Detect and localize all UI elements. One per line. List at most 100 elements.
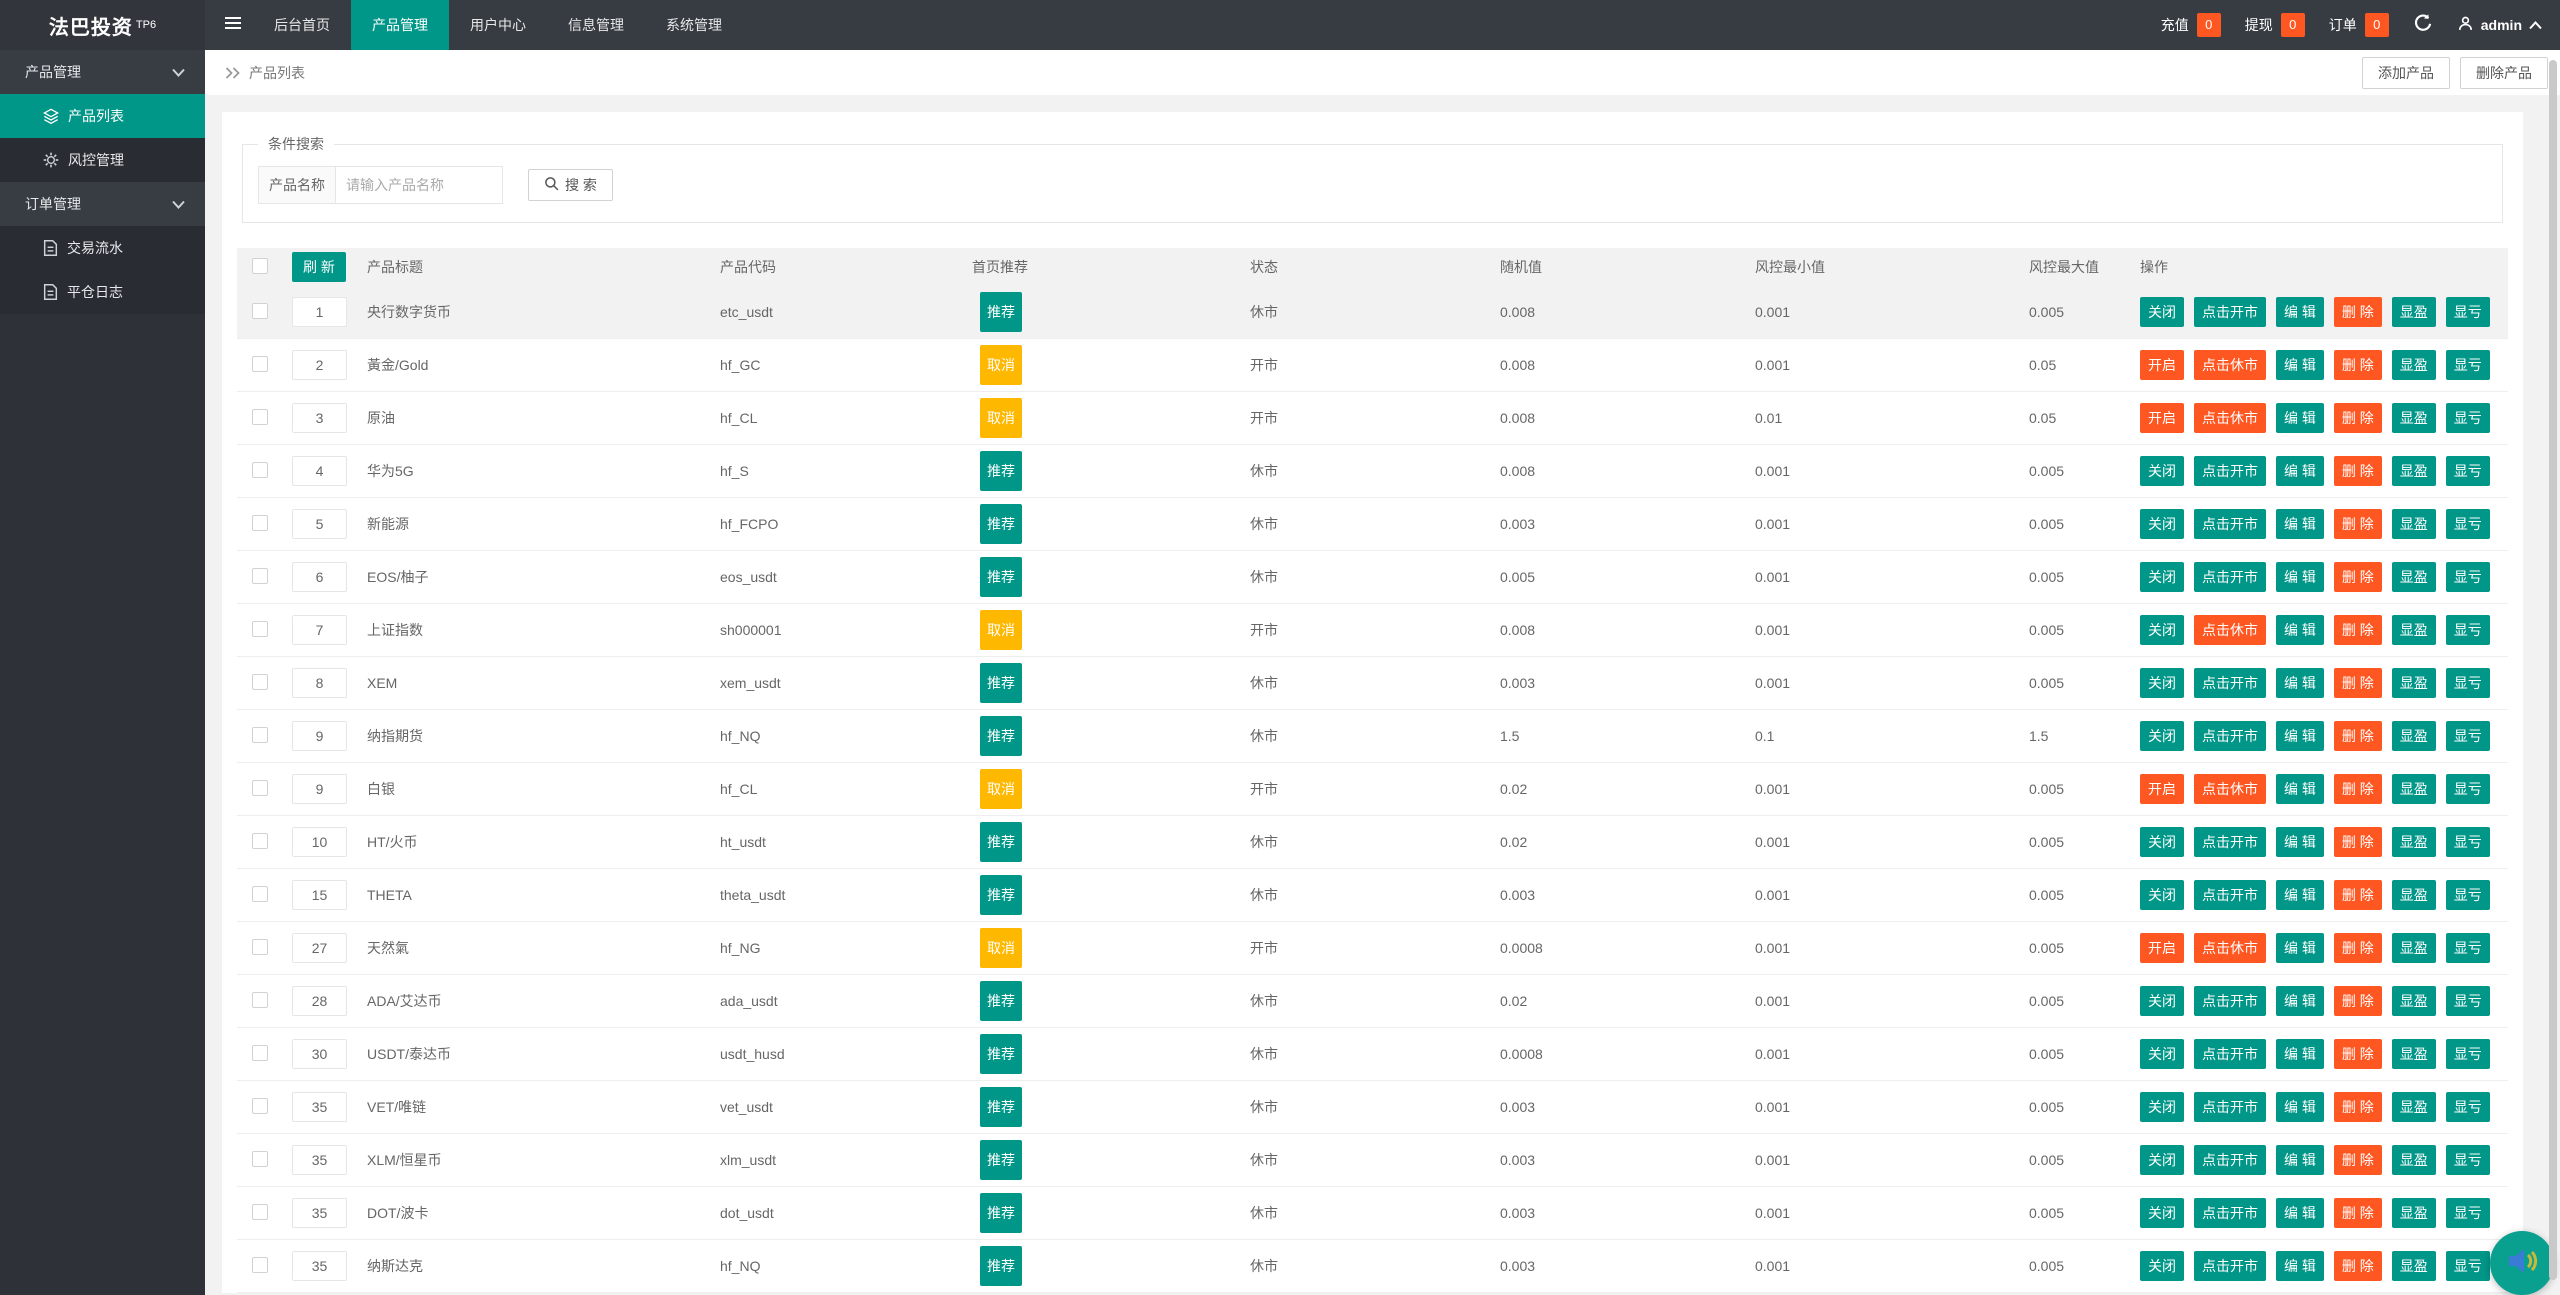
sort-order-input[interactable]: 1 — [292, 297, 347, 327]
row-checkbox[interactable] — [252, 302, 268, 319]
delete-button[interactable]: 删 除 — [2333, 933, 2382, 963]
row-checkbox[interactable] — [252, 408, 268, 425]
row-checkbox[interactable] — [252, 779, 268, 796]
show-profit-button[interactable]: 显盈 — [2391, 1092, 2436, 1122]
enable-toggle-button[interactable]: 关闭 — [2140, 827, 2184, 857]
show-loss-button[interactable]: 显亏 — [2445, 986, 2490, 1016]
recommend-badge[interactable]: 推荐 — [980, 716, 1022, 756]
enable-toggle-button[interactable]: 开启 — [2140, 933, 2184, 963]
show-loss-button[interactable]: 显亏 — [2445, 933, 2490, 963]
market-toggle-button[interactable]: 点击开市 — [2194, 721, 2266, 751]
market-toggle-button[interactable]: 点击休市 — [2194, 933, 2266, 963]
delete-button[interactable]: 删 除 — [2333, 774, 2382, 804]
nav-item-system[interactable]: 系统管理 — [666, 17, 722, 33]
show-loss-button[interactable]: 显亏 — [2445, 615, 2490, 645]
row-checkbox[interactable] — [252, 673, 268, 690]
row-checkbox[interactable] — [252, 832, 268, 849]
edit-button[interactable]: 编 辑 — [2276, 721, 2324, 751]
sort-order-input[interactable]: 6 — [292, 562, 347, 592]
row-checkbox[interactable] — [252, 567, 268, 584]
enable-toggle-button[interactable]: 关闭 — [2140, 1092, 2184, 1122]
market-toggle-button[interactable]: 点击开市 — [2194, 1039, 2266, 1069]
row-checkbox[interactable] — [252, 1150, 268, 1167]
product-name-input[interactable] — [335, 166, 503, 204]
delete-button[interactable]: 删 除 — [2333, 1039, 2382, 1069]
edit-button[interactable]: 编 辑 — [2276, 562, 2324, 592]
market-toggle-button[interactable]: 点击开市 — [2194, 1198, 2266, 1228]
row-checkbox[interactable] — [252, 885, 268, 902]
delete-button[interactable]: 删 除 — [2333, 562, 2382, 592]
edit-button[interactable]: 编 辑 — [2276, 933, 2324, 963]
show-loss-button[interactable]: 显亏 — [2445, 668, 2490, 698]
recommend-badge[interactable]: 推荐 — [980, 875, 1022, 915]
sound-notification-button[interactable] — [2490, 1231, 2554, 1295]
delete-button[interactable]: 删 除 — [2333, 1145, 2382, 1175]
show-loss-button[interactable]: 显亏 — [2445, 1145, 2490, 1175]
edit-button[interactable]: 编 辑 — [2276, 1251, 2324, 1281]
edit-button[interactable]: 编 辑 — [2276, 986, 2324, 1016]
show-profit-button[interactable]: 显盈 — [2391, 668, 2436, 698]
show-loss-button[interactable]: 显亏 — [2445, 880, 2490, 910]
sort-order-input[interactable]: 3 — [292, 403, 347, 433]
select-all-checkbox[interactable] — [252, 257, 268, 274]
recommend-badge[interactable]: 推荐 — [980, 663, 1022, 703]
show-loss-button[interactable]: 显亏 — [2445, 1198, 2490, 1228]
recommend-badge[interactable]: 取消 — [980, 345, 1022, 385]
edit-button[interactable]: 编 辑 — [2276, 615, 2324, 645]
sort-order-input[interactable]: 10 — [292, 827, 347, 857]
sort-order-input[interactable]: 28 — [292, 986, 347, 1016]
show-loss-button[interactable]: 显亏 — [2445, 774, 2490, 804]
recommend-badge[interactable]: 推荐 — [980, 822, 1022, 862]
delete-button[interactable]: 删 除 — [2333, 297, 2382, 327]
search-button[interactable]: 搜 索 — [528, 169, 613, 201]
edit-button[interactable]: 编 辑 — [2276, 350, 2324, 380]
recommend-badge[interactable]: 推荐 — [980, 1034, 1022, 1074]
market-toggle-button[interactable]: 点击开市 — [2194, 1092, 2266, 1122]
sort-order-input[interactable]: 8 — [292, 668, 347, 698]
refresh-page-button[interactable] — [2413, 13, 2433, 38]
enable-toggle-button[interactable]: 开启 — [2140, 350, 2184, 380]
sort-order-input[interactable]: 27 — [292, 933, 347, 963]
enable-toggle-button[interactable]: 关闭 — [2140, 615, 2184, 645]
show-profit-button[interactable]: 显盈 — [2391, 403, 2436, 433]
enable-toggle-button[interactable]: 开启 — [2140, 403, 2184, 433]
enable-toggle-button[interactable]: 关闭 — [2140, 986, 2184, 1016]
show-loss-button[interactable]: 显亏 — [2445, 827, 2490, 857]
recommend-badge[interactable]: 推荐 — [980, 1140, 1022, 1180]
edit-button[interactable]: 编 辑 — [2276, 456, 2324, 486]
show-profit-button[interactable]: 显盈 — [2391, 1198, 2436, 1228]
show-profit-button[interactable]: 显盈 — [2391, 827, 2436, 857]
edit-button[interactable]: 编 辑 — [2276, 774, 2324, 804]
sort-order-input[interactable]: 35 — [292, 1145, 347, 1175]
market-toggle-button[interactable]: 点击开市 — [2194, 297, 2266, 327]
sort-order-input[interactable]: 4 — [292, 456, 347, 486]
show-profit-button[interactable]: 显盈 — [2391, 509, 2436, 539]
recharge-stat[interactable]: 充值 0 — [2161, 13, 2221, 37]
enable-toggle-button[interactable]: 关闭 — [2140, 668, 2184, 698]
vertical-scrollbar[interactable] — [2549, 60, 2557, 1280]
sidebar-item-close-log[interactable]: 平仓日志 — [0, 270, 205, 314]
recommend-badge[interactable]: 取消 — [980, 398, 1022, 438]
enable-toggle-button[interactable]: 关闭 — [2140, 1145, 2184, 1175]
edit-button[interactable]: 编 辑 — [2276, 297, 2324, 327]
delete-button[interactable]: 删 除 — [2333, 403, 2382, 433]
show-profit-button[interactable]: 显盈 — [2391, 1145, 2436, 1175]
edit-button[interactable]: 编 辑 — [2276, 827, 2324, 857]
show-profit-button[interactable]: 显盈 — [2391, 615, 2436, 645]
delete-button[interactable]: 删 除 — [2333, 1092, 2382, 1122]
market-toggle-button[interactable]: 点击开市 — [2194, 1251, 2266, 1281]
show-loss-button[interactable]: 显亏 — [2445, 456, 2490, 486]
row-checkbox[interactable] — [252, 1097, 268, 1114]
recommend-badge[interactable]: 推荐 — [980, 1087, 1022, 1127]
sort-order-input[interactable]: 9 — [292, 774, 347, 804]
sidebar-group-products[interactable]: 产品管理 — [0, 50, 205, 94]
sort-order-input[interactable]: 2 — [292, 350, 347, 380]
sort-order-input[interactable]: 7 — [292, 615, 347, 645]
edit-button[interactable]: 编 辑 — [2276, 1145, 2324, 1175]
enable-toggle-button[interactable]: 关闭 — [2140, 509, 2184, 539]
show-profit-button[interactable]: 显盈 — [2391, 721, 2436, 751]
sort-order-input[interactable]: 35 — [292, 1198, 347, 1228]
recommend-badge[interactable]: 推荐 — [980, 292, 1022, 332]
show-loss-button[interactable]: 显亏 — [2445, 403, 2490, 433]
delete-button[interactable]: 删 除 — [2333, 1251, 2382, 1281]
